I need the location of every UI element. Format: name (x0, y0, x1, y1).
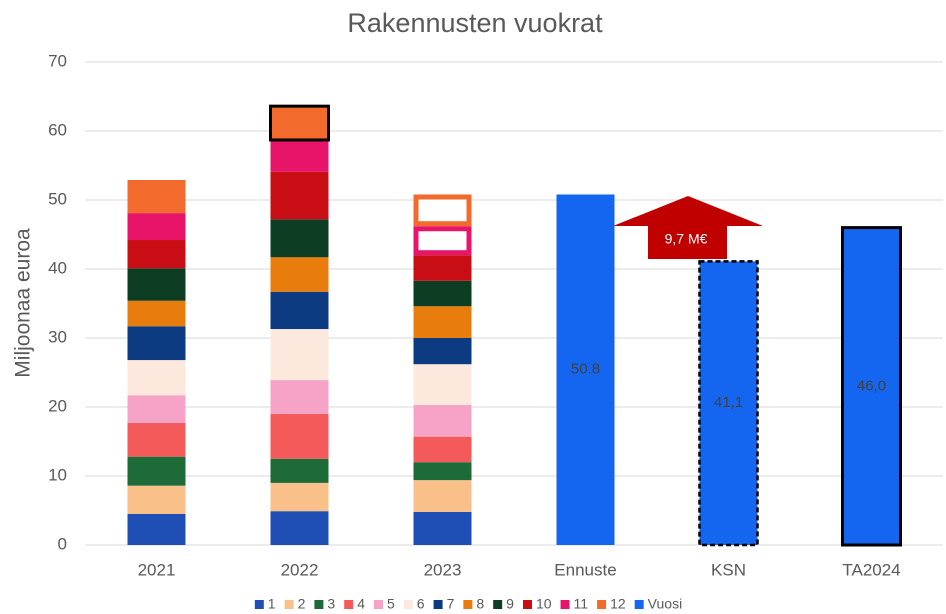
bar-segment (127, 268, 186, 301)
bar-segment (413, 255, 472, 281)
bar-segment (269, 104, 330, 142)
x-tick-label: 2021 (138, 560, 176, 579)
bar-segment (698, 260, 759, 547)
bar-segment (270, 257, 329, 292)
bar-segment (270, 511, 329, 545)
bar-segment (127, 300, 186, 327)
y-tick-label: 30 (48, 327, 67, 346)
bar-segment (413, 226, 472, 256)
bar-segment (413, 338, 472, 365)
bar-segment (270, 219, 329, 258)
bar-segment (413, 306, 472, 338)
x-tick-label: Ennuste (554, 560, 616, 579)
bar-segment (413, 280, 472, 307)
bar-segment (270, 458, 329, 483)
arrow (613, 196, 763, 259)
legend-swatch (597, 600, 607, 609)
legend-swatch (403, 600, 413, 609)
legend-label: 6 (417, 596, 425, 612)
bar-segment (127, 456, 186, 486)
y-tick-label: 50 (48, 189, 67, 208)
bar-segment (413, 480, 472, 512)
chart-title: Rakennusten vuokrat (347, 8, 603, 38)
bar-segment (127, 213, 186, 241)
x-tick-label: 2023 (424, 560, 462, 579)
y-tick-label: 40 (48, 258, 67, 277)
legend-label: 12 (610, 596, 626, 612)
legend-swatch (522, 600, 532, 609)
legend-label: Vuosi (648, 596, 683, 612)
bar-segment (127, 179, 186, 214)
legend-swatch (634, 600, 644, 609)
legend-label: 8 (476, 596, 484, 612)
x-tick-label: TA2024 (842, 560, 900, 579)
bar-segment (413, 364, 472, 405)
legend-label: 4 (357, 596, 365, 612)
legend-swatch (463, 600, 473, 609)
legend-label: 10 (536, 596, 552, 612)
legend-swatch (373, 600, 383, 609)
legend-label: 1 (268, 596, 276, 612)
y-tick-label: 70 (48, 51, 67, 70)
legend-swatch (433, 600, 443, 609)
legend-label: 9 (506, 596, 514, 612)
data-label: 41,1 (714, 394, 743, 411)
bar-segment (556, 194, 615, 546)
legend-label: 11 (574, 596, 589, 612)
bar-segment (270, 171, 329, 220)
bar-segment (127, 395, 186, 423)
bar-segment (270, 380, 329, 414)
legend-label: 3 (327, 596, 335, 612)
bar-segment (413, 404, 472, 437)
data-label: 46,0 (857, 377, 886, 394)
legend-swatch (344, 600, 354, 609)
bar-segment (841, 226, 902, 547)
legend-swatch (284, 600, 294, 609)
legend-swatch (254, 600, 264, 609)
bar-segment (270, 329, 329, 381)
bar-segment (270, 413, 329, 459)
x-tick-label: 2022 (281, 560, 319, 579)
y-tick-label: 60 (48, 120, 67, 139)
bar-segment (413, 462, 472, 481)
y-tick-label: 20 (48, 396, 67, 415)
bars: 2021 2022 2023 Ennuste 50.8 KSN 41,1 TA2024 46,0 (127, 104, 902, 579)
legend-swatch (560, 600, 570, 609)
bar-segment (413, 194, 472, 227)
legend-label: 5 (387, 596, 395, 612)
grid: 0 10 20 30 40 50 60 70 (48, 51, 943, 553)
bar-segment (127, 422, 186, 457)
bar-segment (127, 360, 186, 396)
legend-label: 2 (298, 596, 306, 612)
y-tick-label: 0 (58, 534, 67, 553)
bar-segment (270, 482, 329, 512)
bar-segment (413, 436, 472, 463)
bar-segment (413, 511, 472, 545)
legend-swatch (314, 600, 324, 609)
legend: 1 2 3 4 5 6 7 8 9 10 11 12 Vuosi (254, 596, 683, 612)
annotation: 9,7 M€ (665, 231, 708, 247)
y-tick-label: 10 (48, 465, 67, 484)
bar-segment (127, 240, 186, 269)
bar-segment (270, 291, 329, 330)
legend-label: 7 (447, 596, 455, 612)
bar-segment (127, 485, 186, 514)
bar-segment (127, 513, 186, 545)
legend-swatch (493, 600, 503, 609)
data-label: 50.8 (571, 361, 600, 378)
y-axis-label: Miljoonaa euroa (12, 228, 35, 378)
bar-segment (270, 139, 329, 172)
x-tick-label: KSN (711, 560, 746, 579)
bar-segment (127, 326, 186, 361)
